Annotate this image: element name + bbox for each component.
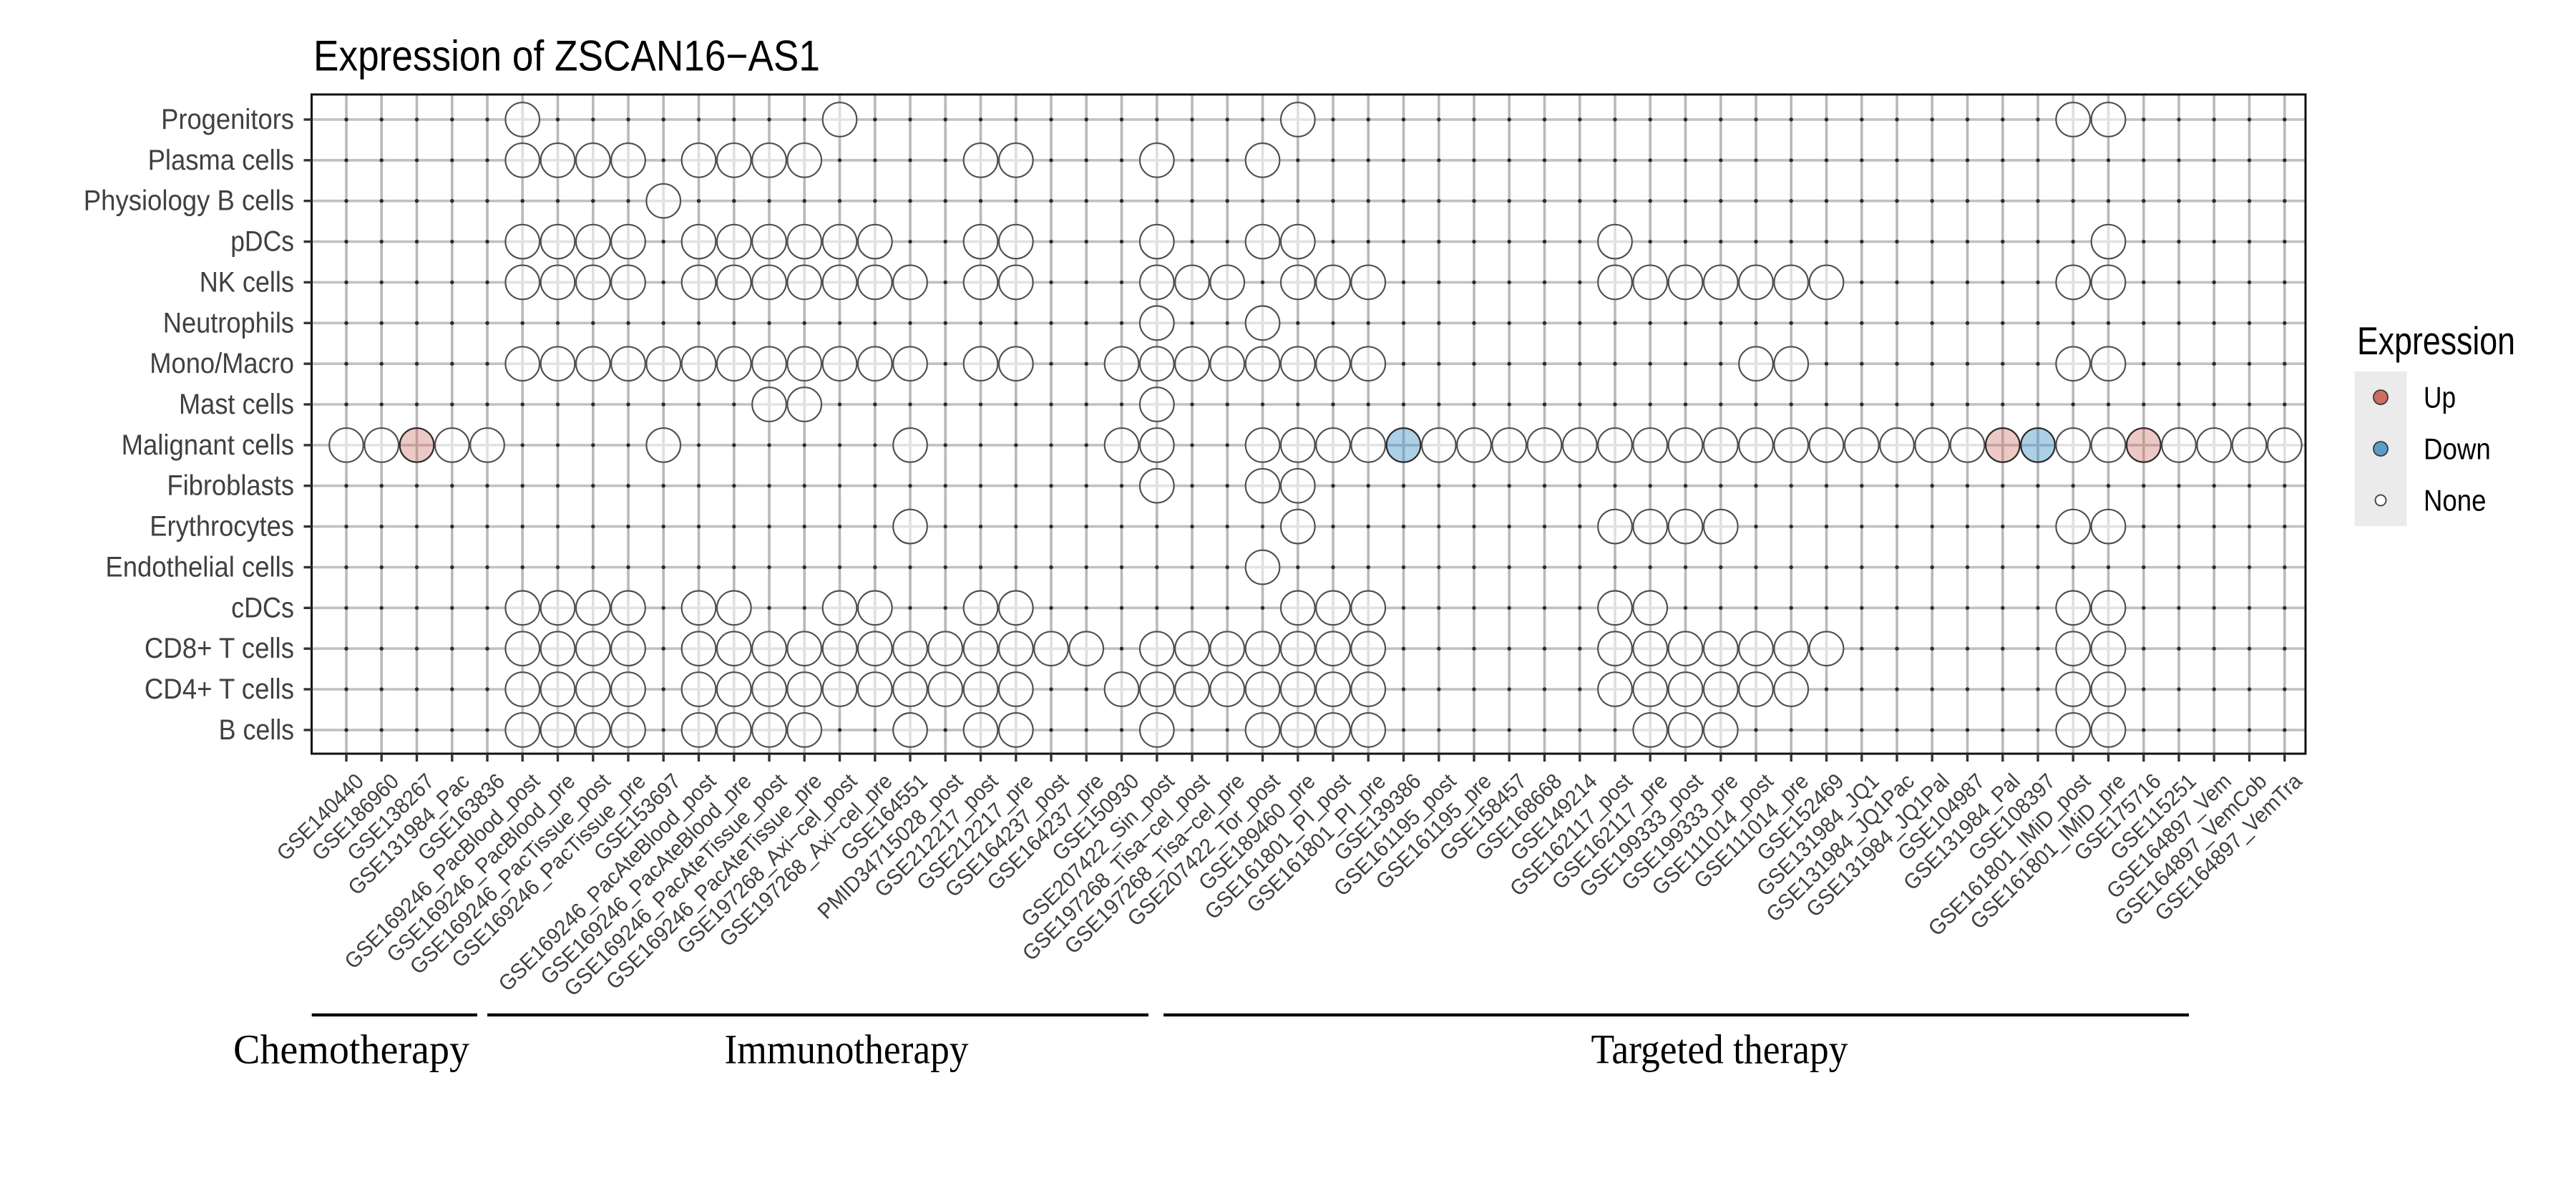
svg-text:Neutrophils: Neutrophils	[163, 307, 294, 339]
svg-text:Progenitors: Progenitors	[161, 104, 294, 135]
svg-text:Chemotherapy: Chemotherapy	[233, 1026, 469, 1073]
svg-text:Erythrocytes: Erythrocytes	[150, 511, 294, 543]
svg-text:pDCs: pDCs	[230, 226, 294, 258]
svg-text:CD8+ T cells: CD8+ T cells	[145, 633, 294, 664]
svg-text:Immunotherapy: Immunotherapy	[725, 1026, 969, 1073]
svg-text:NK cells: NK cells	[200, 266, 294, 298]
svg-text:Fibroblasts: Fibroblasts	[167, 470, 294, 502]
svg-text:Mast cells: Mast cells	[179, 389, 294, 420]
svg-text:Targeted therapy: Targeted therapy	[1591, 1026, 1848, 1073]
svg-text:cDCs: cDCs	[231, 592, 294, 623]
svg-text:Expression: Expression	[2357, 319, 2515, 363]
svg-text:None: None	[2424, 484, 2486, 517]
svg-text:Down: Down	[2424, 432, 2491, 466]
svg-text:Expression of ZSCAN16−AS1: Expression of ZSCAN16−AS1	[313, 32, 820, 80]
svg-text:Malignant cells: Malignant cells	[122, 429, 294, 461]
svg-text:Plasma cells: Plasma cells	[148, 145, 294, 176]
svg-text:Endothelial cells: Endothelial cells	[105, 552, 294, 583]
svg-text:Up: Up	[2424, 381, 2456, 414]
svg-text:Mono/Macro: Mono/Macro	[150, 348, 294, 379]
svg-text:CD4+ T cells: CD4+ T cells	[145, 674, 294, 705]
svg-text:B cells: B cells	[219, 714, 295, 746]
svg-text:Physiology B cells: Physiology B cells	[84, 185, 294, 217]
